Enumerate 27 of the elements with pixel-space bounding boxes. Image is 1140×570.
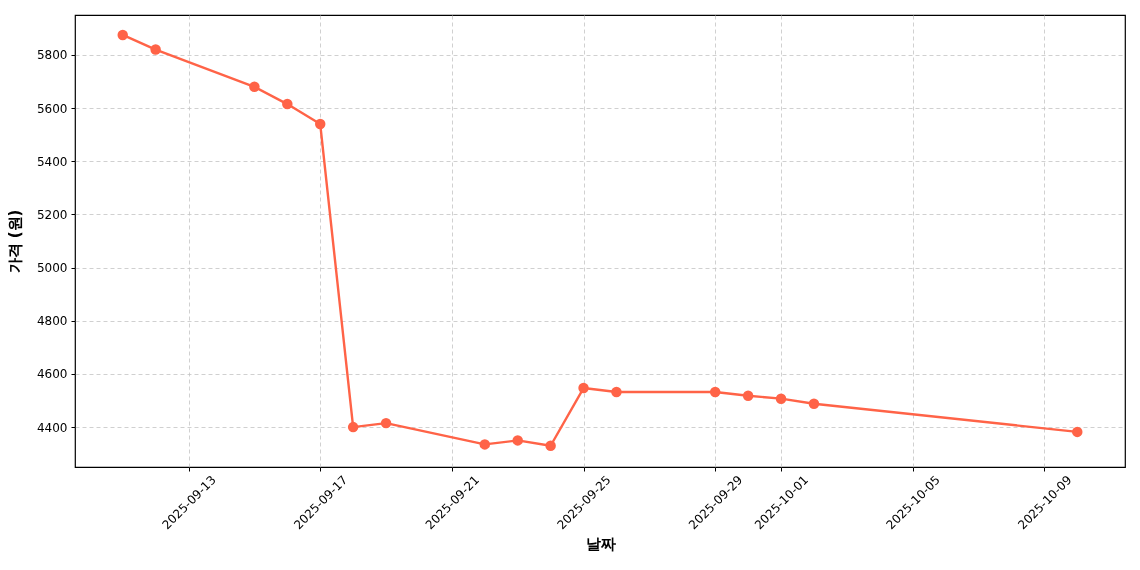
point xyxy=(742,390,754,401)
y-tick-label: 5800 xyxy=(36,48,68,63)
point xyxy=(314,118,326,130)
point xyxy=(545,440,556,451)
point xyxy=(1072,426,1083,438)
y-tick-label: 4800 xyxy=(36,314,68,329)
y-tick-label: 5000 xyxy=(36,261,68,276)
point xyxy=(479,439,491,450)
point xyxy=(611,386,622,398)
point xyxy=(709,386,721,398)
x-axis-title: 날짜 xyxy=(585,535,616,554)
y-tick-label: 4400 xyxy=(36,420,68,435)
point xyxy=(282,98,293,110)
y-axis-title: 가격 (원) xyxy=(5,209,24,274)
point xyxy=(380,417,392,429)
point xyxy=(808,398,820,409)
y-tick-label: 5200 xyxy=(36,207,68,222)
point xyxy=(578,382,589,394)
point xyxy=(347,421,359,433)
point xyxy=(512,435,523,446)
point xyxy=(117,29,128,41)
point xyxy=(775,393,787,404)
y-tick-label: 5400 xyxy=(36,154,68,169)
point xyxy=(249,81,260,93)
y-tick-label: 5600 xyxy=(36,101,68,116)
point xyxy=(150,44,161,55)
y-tick-label: 4600 xyxy=(36,367,68,382)
